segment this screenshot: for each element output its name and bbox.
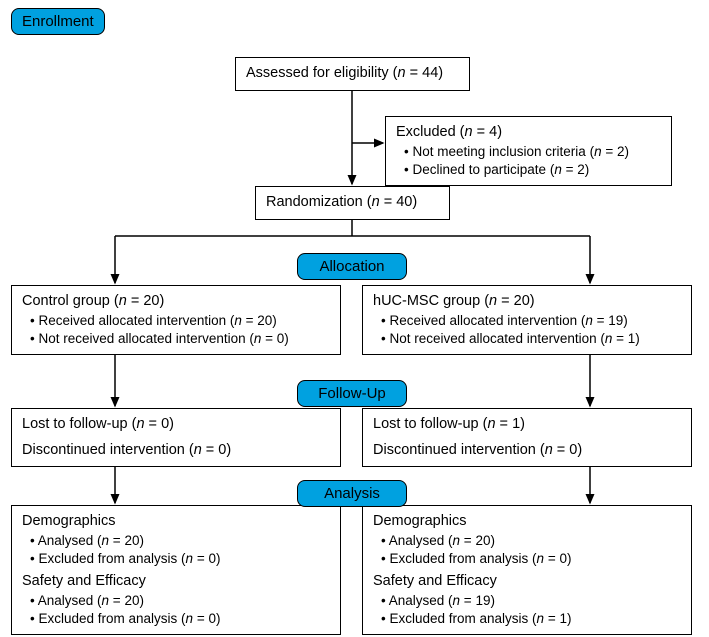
excluded-item-1: Declined to participate (n = 2) <box>404 161 661 179</box>
huc-alloc-box: hUC-MSC group (n = 20) Received allocate… <box>362 285 692 355</box>
control-analysis-box: Demographics Analysed (n = 20) Excluded … <box>11 505 341 635</box>
control-fu-disc: Discontinued intervention (n = 0) <box>22 441 330 461</box>
huc-fu-lost: Lost to follow-up (n = 1) <box>373 415 681 435</box>
control-fu-lost: Lost to follow-up (n = 0) <box>22 415 330 435</box>
huc-safety-title: Safety and Efficacy <box>373 572 681 592</box>
excluded-item-0: Not meeting inclusion criteria (n = 2) <box>404 143 661 161</box>
control-title: Control group <box>22 293 110 309</box>
huc-item-0: Received allocated intervention (n = 19) <box>381 312 681 330</box>
huc-n: 20 <box>514 293 530 309</box>
followup-badge: Follow-Up <box>297 380 407 407</box>
assessed-label: Assessed for eligibility <box>246 65 389 81</box>
control-safety-item-1: Excluded from analysis (n = 0) <box>30 610 330 628</box>
huc-title: hUC-MSC group <box>373 293 480 309</box>
huc-safety-item-0: Analysed (n = 19) <box>381 592 681 610</box>
huc-demo-item-1: Excluded from analysis (n = 0) <box>381 550 681 568</box>
control-n: 20 <box>143 293 159 309</box>
excluded-label: Excluded <box>396 124 456 140</box>
control-safety-title: Safety and Efficacy <box>22 572 330 592</box>
control-item-0: Received allocated intervention (n = 20) <box>30 312 330 330</box>
control-demo-item-1: Excluded from analysis (n = 0) <box>30 550 330 568</box>
huc-demo-item-0: Analysed (n = 20) <box>381 532 681 550</box>
huc-fu-box: Lost to follow-up (n = 1) Discontinued i… <box>362 408 692 467</box>
huc-item-1: Not received allocated intervention (n =… <box>381 330 681 348</box>
randomization-n: 40 <box>396 194 412 210</box>
randomization-label: Randomization <box>266 194 363 210</box>
control-demo-item-0: Analysed (n = 20) <box>30 532 330 550</box>
huc-analysis-box: Demographics Analysed (n = 20) Excluded … <box>362 505 692 635</box>
assessed-n: 44 <box>422 65 438 81</box>
huc-demo-title: Demographics <box>373 512 681 532</box>
huc-safety-item-1: Excluded from analysis (n = 1) <box>381 610 681 628</box>
control-demo-title: Demographics <box>22 512 330 532</box>
control-fu-box: Lost to follow-up (n = 0) Discontinued i… <box>11 408 341 467</box>
excluded-n: 4 <box>489 124 497 140</box>
analysis-badge: Analysis <box>297 480 407 507</box>
control-safety-item-0: Analysed (n = 20) <box>30 592 330 610</box>
control-item-1: Not received allocated intervention (n =… <box>30 330 330 348</box>
assessed-box: Assessed for eligibility (n = 44) <box>235 57 470 91</box>
control-alloc-box: Control group (n = 20) Received allocate… <box>11 285 341 355</box>
allocation-badge: Allocation <box>297 253 407 280</box>
excluded-box: Excluded (n = 4) Not meeting inclusion c… <box>385 116 672 186</box>
randomization-box: Randomization (n = 40) <box>255 186 450 220</box>
enrollment-badge: Enrollment <box>11 8 105 35</box>
huc-fu-disc: Discontinued intervention (n = 0) <box>373 441 681 461</box>
